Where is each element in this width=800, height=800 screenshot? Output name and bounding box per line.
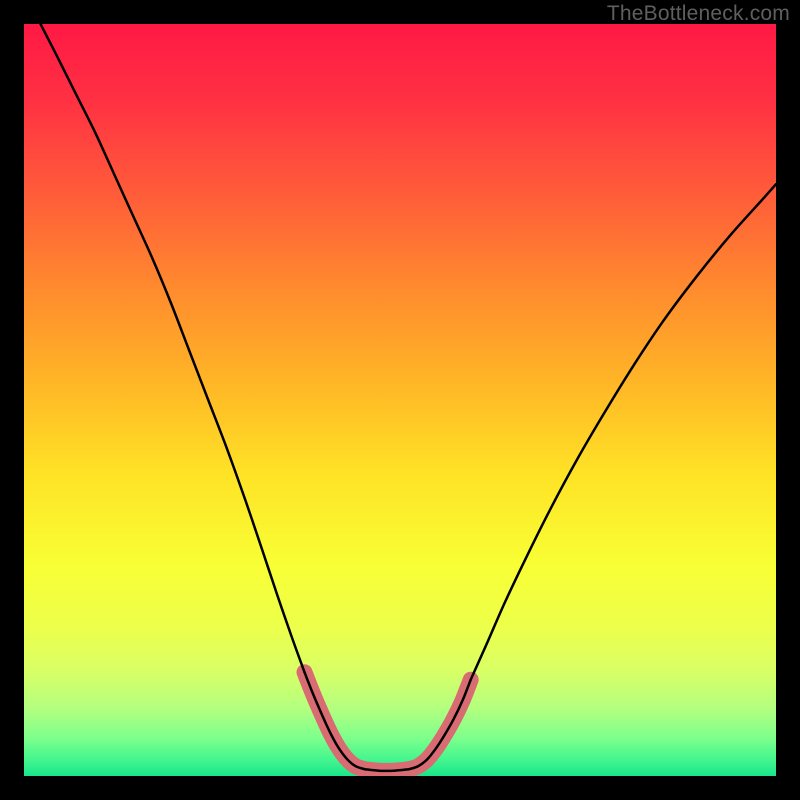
bottleneck-chart [0, 0, 800, 800]
plot-area [24, 24, 776, 776]
